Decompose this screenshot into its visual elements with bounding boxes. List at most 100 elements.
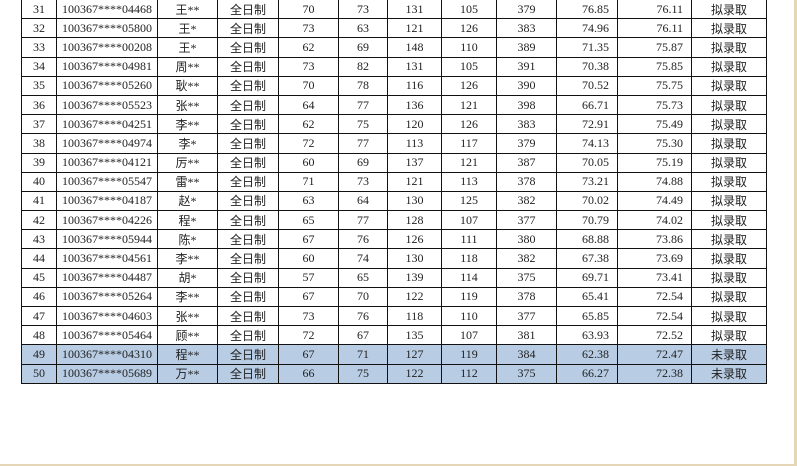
candidate-name: 王** [157,0,218,20]
interview-score: 74.13 [556,133,618,154]
study-mode: 全日制 [217,18,279,39]
admission-status: 拟录取 [691,56,767,77]
candidate-id: 100367****04121 [56,152,158,173]
score-subject1: 122 [387,286,442,308]
score-english: 77 [338,133,388,154]
table-row: 33 100367****00208 王* 全日制 62 69 148 110 389 71.35… [21,37,767,58]
final-score: 75.49 [617,114,692,135]
score-english: 69 [338,37,388,58]
candidate-id: 100367****05523 [56,94,158,116]
candidate-id: 100367****04468 [56,0,158,20]
score-subject1: 128 [387,210,442,231]
admission-table: 31 100367****04468 王** 全日制 70 73 131 105 379 76.8… [21,0,767,384]
study-mode: 全日制 [217,56,279,77]
candidate-name: 赵* [157,190,218,212]
interview-score: 70.02 [556,190,618,212]
score-subject1: 136 [387,94,442,116]
candidate-id: 100367****04603 [56,305,158,327]
final-score: 74.88 [617,171,692,192]
study-mode: 全日制 [217,75,279,96]
candidate-id: 100367****05264 [56,286,158,308]
row-number: 36 [21,94,57,116]
candidate-name: 李** [157,286,218,308]
score-subject1: 139 [387,267,442,288]
table-row: 47 100367****04603 张** 全日制 73 76 118 110 377 65.8… [21,305,767,327]
admission-status: 拟录取 [691,210,767,231]
admission-status: 拟录取 [691,305,767,327]
table-row: 46 100367****05264 李** 全日制 67 70 122 119 378 65.4… [21,286,767,308]
interview-score: 71.35 [556,37,618,58]
total-score: 383 [496,18,557,39]
score-politics: 73 [278,56,339,77]
admission-status: 拟录取 [691,18,767,39]
total-score: 384 [496,344,557,365]
score-subject2: 107 [441,210,497,231]
total-score: 377 [496,305,557,327]
score-subject1: 135 [387,325,442,346]
candidate-id: 100367****05464 [56,325,158,346]
candidate-name: 李* [157,133,218,154]
score-english: 76 [338,229,388,250]
score-politics: 57 [278,267,339,288]
score-english: 69 [338,152,388,173]
score-subject2: 113 [441,171,497,192]
final-score: 73.41 [617,267,692,288]
final-score: 76.11 [617,18,692,39]
study-mode: 全日制 [217,133,279,154]
interview-score: 76.85 [556,0,618,20]
candidate-name: 程* [157,210,218,231]
candidate-id: 100367****05260 [56,75,158,96]
study-mode: 全日制 [217,229,279,250]
candidate-name: 李** [157,248,218,269]
admission-status: 未录取 [691,344,767,365]
score-subject2: 114 [441,267,497,288]
score-subject2: 126 [441,18,497,39]
study-mode: 全日制 [217,190,279,212]
interview-score: 72.91 [556,114,618,135]
row-number: 48 [21,325,57,346]
score-politics: 73 [278,305,339,327]
row-number: 46 [21,286,57,308]
interview-score: 66.27 [556,363,618,384]
score-english: 71 [338,344,388,365]
table-row: 37 100367****04251 李** 全日制 62 75 120 126 383 72.9… [21,114,767,135]
score-english: 74 [338,248,388,269]
score-subject2: 111 [441,229,497,250]
interview-score: 62.38 [556,344,618,365]
row-number: 38 [21,133,57,154]
candidate-name: 李** [157,114,218,135]
final-score: 72.38 [617,363,692,384]
row-number: 49 [21,344,57,365]
row-number: 32 [21,18,57,39]
candidate-id: 100367****05800 [56,18,158,39]
admission-status: 拟录取 [691,37,767,58]
admission-status: 拟录取 [691,75,767,96]
score-subject2: 112 [441,363,497,384]
total-score: 380 [496,229,557,250]
total-score: 382 [496,248,557,269]
row-number: 44 [21,248,57,269]
candidate-name: 顾** [157,325,218,346]
admission-status: 拟录取 [691,286,767,308]
candidate-name: 雷** [157,171,218,192]
score-subject1: 116 [387,75,442,96]
candidate-name: 厉** [157,152,218,173]
candidate-name: 万** [157,363,218,384]
final-score: 75.73 [617,94,692,116]
candidate-id: 100367****05547 [56,171,158,192]
interview-score: 73.21 [556,171,618,192]
score-subject1: 131 [387,56,442,77]
table-row: 49 100367****04310 程** 全日制 67 71 127 119 384 62.3… [21,344,767,365]
table-row: 35 100367****05260 耿** 全日制 70 78 116 126 390 70.5… [21,75,767,96]
interview-score: 66.71 [556,94,618,116]
score-subject2: 105 [441,0,497,20]
table-row: 41 100367****04187 赵* 全日制 63 64 130 125 382 70.02… [21,190,767,212]
table-row: 34 100367****04981 周** 全日制 73 82 131 105 391 70.3… [21,56,767,77]
score-english: 78 [338,75,388,96]
candidate-id: 100367****04974 [56,133,158,154]
score-english: 70 [338,286,388,308]
score-english: 77 [338,94,388,116]
study-mode: 全日制 [217,171,279,192]
score-politics: 63 [278,190,339,212]
